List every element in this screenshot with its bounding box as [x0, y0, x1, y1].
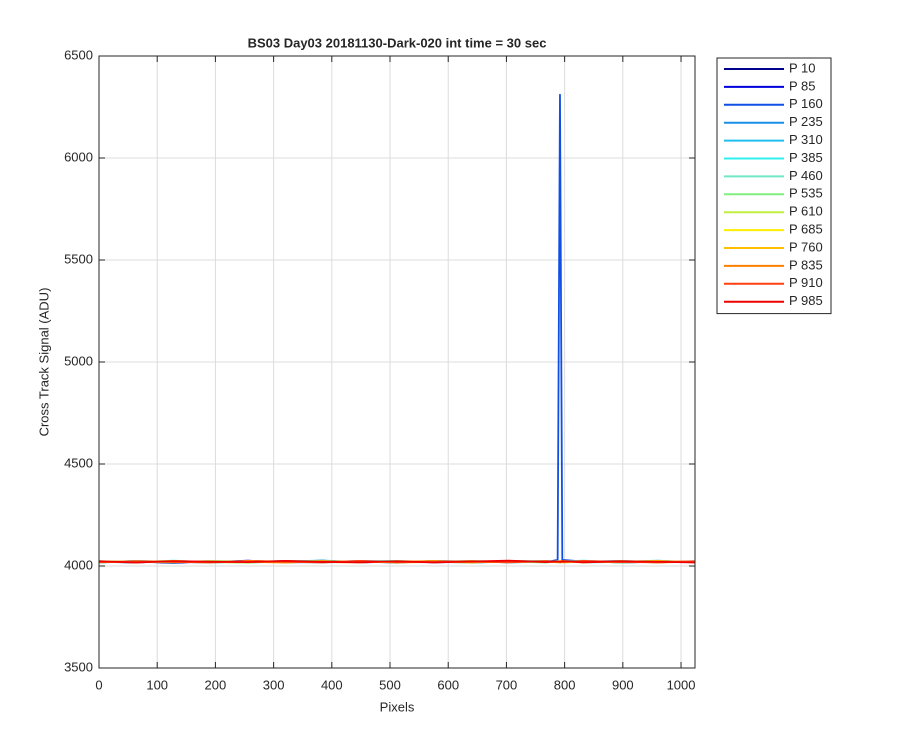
axes-box: [98, 55, 696, 669]
axes: 0 100 200 300 400 500 600 700 800 900 1000 3500 4000…: [64, 47, 696, 692]
x-tick-label: 300: [263, 677, 285, 692]
legend-label: P 460: [789, 168, 823, 183]
x-tick-label: 100: [146, 677, 168, 692]
y-tick-label: 5000: [64, 353, 93, 368]
y-tick-label: 6500: [64, 47, 93, 62]
legend-label: P 160: [789, 96, 823, 111]
legend-label: P 910: [789, 275, 823, 290]
x-tick-label: 500: [379, 677, 401, 692]
legend-box: [716, 57, 832, 315]
legend-label: P 685: [789, 222, 823, 237]
chart-title: BS03 Day03 20181130-Dark-020 int time = …: [248, 35, 547, 50]
x-tick-label: 800: [554, 677, 576, 692]
series-line: [98, 559, 696, 564]
x-axis-label: Pixels: [380, 699, 415, 714]
y-axis-label: Cross Track Signal (ADU): [36, 288, 51, 437]
lines: [98, 93, 696, 564]
legend-label: P 985: [789, 293, 823, 308]
x-tick-label: 0: [95, 677, 102, 692]
legend-label: P 610: [789, 204, 823, 219]
legend: P 10 P 85 P 160 P 235 P 310 P 385 P 460 P 535 P …: [716, 57, 832, 315]
legend-label: P 385: [789, 150, 823, 165]
y-tick-label: 5500: [64, 251, 93, 266]
y-tick-label: 4500: [64, 455, 93, 470]
legend-label: P 835: [789, 257, 823, 272]
x-tick-label: 600: [437, 677, 459, 692]
x-tick-label: 900: [612, 677, 634, 692]
legend-label: P 535: [789, 186, 823, 201]
x-tick-label: 400: [321, 677, 343, 692]
x-tick-label: 200: [205, 677, 227, 692]
y-tick-label: 4000: [64, 557, 93, 572]
legend-label: P 235: [789, 114, 823, 129]
legend-label: P 310: [789, 132, 823, 147]
x-tick-label: 700: [496, 677, 518, 692]
legend-label: P 85: [789, 78, 816, 93]
legend-label: P 760: [789, 239, 823, 254]
legend-label: P 10: [789, 60, 816, 75]
y-tick-label: 3500: [64, 659, 93, 674]
y-tick-label: 6000: [64, 149, 93, 164]
x-tick-label: 1000: [667, 677, 696, 692]
